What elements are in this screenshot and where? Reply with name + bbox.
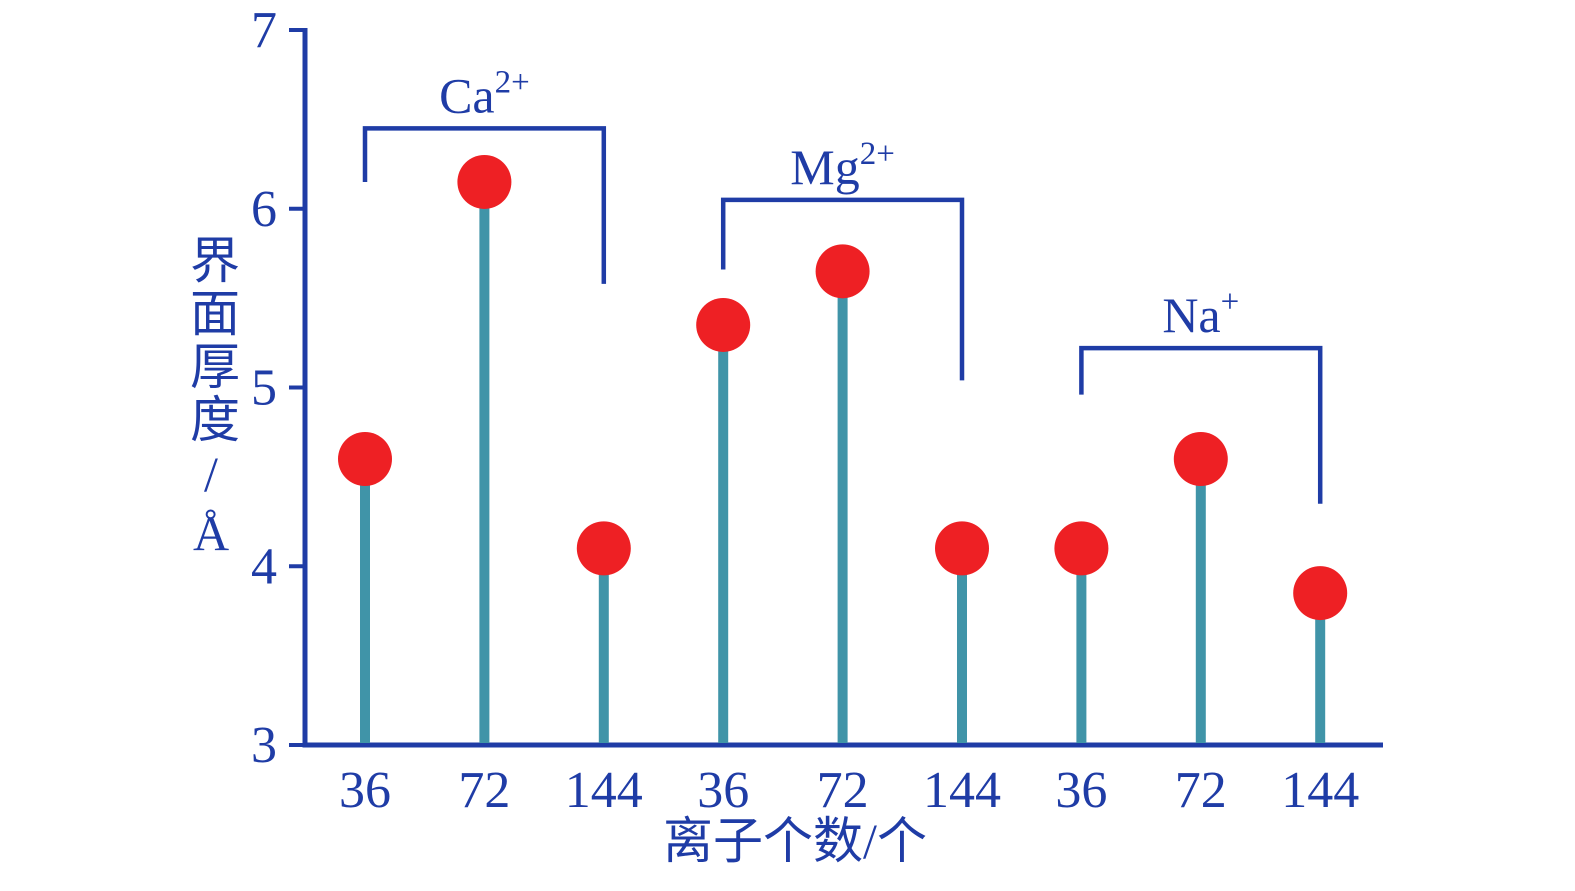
y-tick-label: 3 bbox=[251, 717, 277, 774]
group-bracket bbox=[720, 197, 965, 381]
y-tick-label: 7 bbox=[251, 2, 277, 59]
x-tick-label: 72 bbox=[458, 762, 510, 819]
x-tick-label: 36 bbox=[339, 762, 391, 819]
y-axis-title: 界面厚度/Å bbox=[183, 234, 239, 564]
group-label: Na+ bbox=[1162, 284, 1239, 343]
x-tick-label: 144 bbox=[565, 762, 643, 819]
marker bbox=[935, 521, 989, 576]
x-tick-label: 72 bbox=[817, 762, 869, 819]
x-tick-label: 144 bbox=[1281, 762, 1359, 819]
y-tick-label: 5 bbox=[251, 360, 277, 417]
group-bracket bbox=[362, 126, 607, 284]
x-axis-title: 离子个数/个 bbox=[663, 813, 927, 869]
marker bbox=[696, 297, 751, 352]
marker bbox=[1173, 432, 1228, 486]
marker bbox=[1054, 521, 1109, 576]
x-tick-label: 36 bbox=[1055, 762, 1107, 819]
y-tick-label: 4 bbox=[251, 538, 277, 595]
marker bbox=[815, 244, 870, 299]
y-tick-label: 6 bbox=[251, 181, 277, 238]
x-tick-label: 36 bbox=[697, 762, 749, 819]
group-bracket bbox=[1079, 345, 1323, 504]
marker bbox=[576, 521, 631, 576]
marker bbox=[1293, 566, 1348, 621]
marker bbox=[338, 432, 392, 486]
marker bbox=[457, 154, 512, 209]
x-tick-label: 72 bbox=[1175, 762, 1227, 819]
group-label: Mg2+ bbox=[790, 136, 895, 195]
x-tick-label: 144 bbox=[923, 762, 1001, 819]
group-label: Ca2+ bbox=[439, 64, 530, 123]
